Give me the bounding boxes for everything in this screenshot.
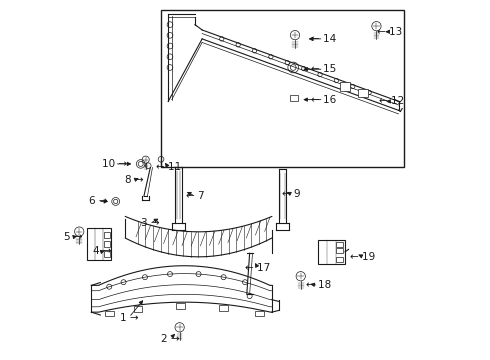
- Bar: [220, 305, 228, 311]
- Text: ← 18: ← 18: [306, 280, 331, 291]
- Bar: [105, 311, 114, 316]
- Text: 5 →: 5 →: [64, 232, 82, 242]
- Bar: [318, 240, 345, 264]
- Bar: [255, 311, 264, 316]
- Text: 1 →: 1 →: [120, 312, 138, 323]
- Bar: [337, 257, 343, 262]
- Bar: [103, 242, 110, 247]
- Text: ← 17: ← 17: [245, 262, 270, 273]
- Text: ← 11: ← 11: [155, 162, 181, 172]
- Text: 3 →: 3 →: [141, 218, 160, 228]
- Bar: [358, 89, 368, 97]
- Text: ← 7: ← 7: [186, 191, 204, 201]
- Text: 2 →: 2 →: [161, 334, 179, 344]
- Bar: [337, 248, 343, 253]
- Bar: [103, 233, 110, 238]
- Bar: [291, 95, 298, 100]
- Text: 4 →: 4 →: [93, 247, 111, 256]
- Text: ← 19: ← 19: [350, 252, 375, 262]
- Text: ← 14: ← 14: [311, 34, 336, 44]
- Bar: [176, 303, 185, 309]
- Text: 6 →: 6 →: [89, 197, 107, 206]
- Text: ← 9: ← 9: [282, 189, 301, 199]
- Text: ← 16: ← 16: [311, 95, 336, 105]
- Text: ← 13: ← 13: [377, 27, 402, 37]
- Text: ← 15: ← 15: [311, 64, 336, 74]
- Text: 8 →: 8 →: [125, 175, 144, 185]
- Bar: [340, 82, 350, 91]
- Text: ← 12: ← 12: [379, 96, 404, 107]
- Bar: [103, 251, 110, 257]
- Text: 10 →: 10 →: [102, 159, 127, 169]
- Bar: [161, 10, 404, 167]
- Bar: [87, 228, 111, 260]
- Bar: [134, 306, 142, 311]
- Bar: [337, 242, 343, 247]
